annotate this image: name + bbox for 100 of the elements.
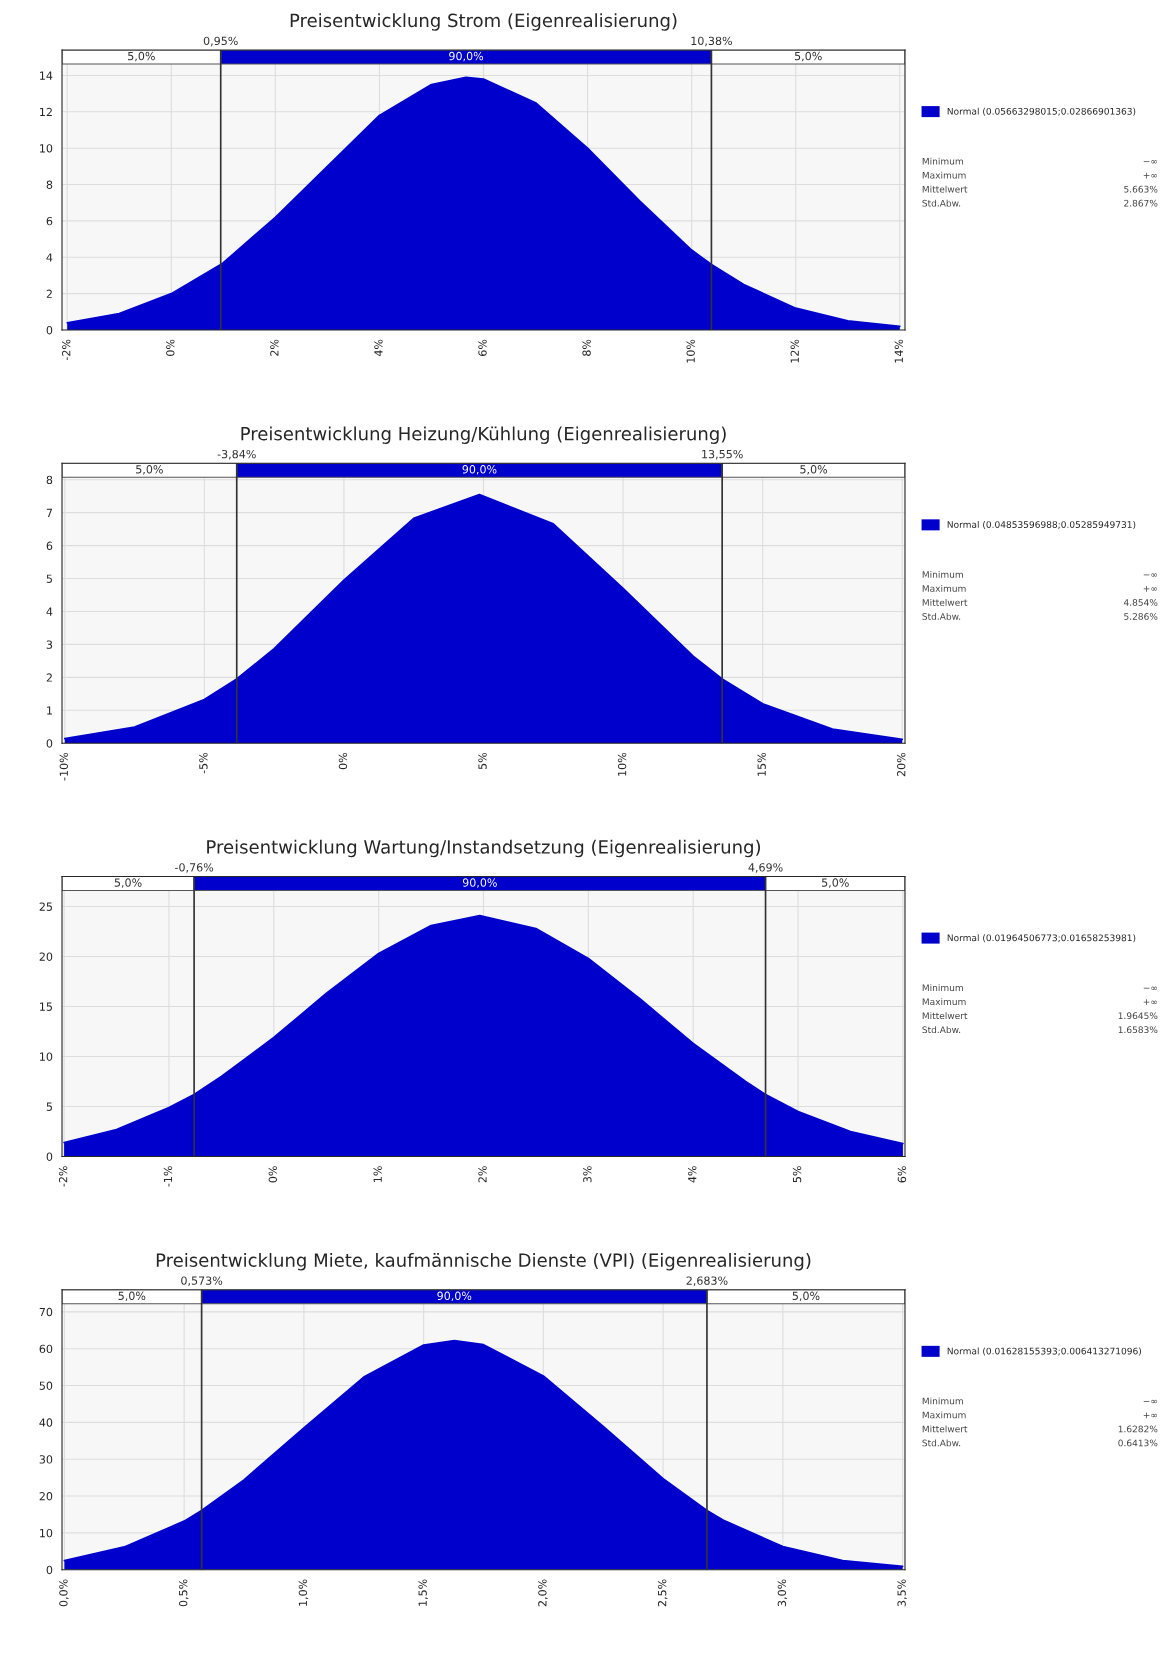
y-tick-label: 8 — [46, 475, 53, 485]
y-tick-label: 0 — [46, 1152, 53, 1161]
ref-line-label: 13,55% — [702, 449, 743, 460]
text: 4.854% — [1123, 599, 1158, 606]
band-label: 90,0% — [437, 1291, 472, 1302]
x-tick-label: 2% — [478, 1166, 487, 1183]
chart-title: Preisentwicklung Wartung/Instandsetzung (Eigenrealisierung) — [207, 839, 761, 858]
legend-label: Normal (0.04853596988;0.05285949731) — [947, 520, 1136, 530]
text: Minimum — [922, 984, 963, 992]
x-tick-label: -5% — [199, 752, 208, 774]
chart-title: Preisentwicklung Miete, kaufmännische Dienste (VPI) (Eigenrealisierung) — [156, 1253, 811, 1271]
x-tick-label: 1% — [373, 1166, 382, 1182]
text: Minimum — [922, 157, 963, 165]
text: Minimum — [922, 1397, 963, 1405]
text: −∞ — [1143, 1399, 1157, 1404]
y-tick-label: 4 — [46, 253, 53, 262]
legend-label: Normal (0.01964506773;0.01658253981) — [947, 934, 1136, 943]
text: Mittelwert — [922, 1425, 968, 1433]
y-tick-label: 6 — [46, 541, 53, 550]
x-tick-label: 12% — [790, 339, 799, 363]
text: −∞ — [1143, 160, 1157, 164]
x-tick-label: 5% — [792, 1166, 802, 1183]
text: Minimum — [922, 570, 963, 578]
y-tick-label: 10 — [40, 1528, 53, 1538]
x-tick-label: -2% — [58, 1166, 68, 1187]
text: 1.6583% — [1118, 1026, 1158, 1034]
x-tick-label: 0% — [166, 339, 175, 356]
y-tick-label: 20 — [39, 952, 53, 961]
x-tick-label: 6% — [897, 1166, 907, 1183]
ref-line-label: 0,573% — [181, 1276, 223, 1286]
x-tick-label: 3,0% — [777, 1579, 788, 1607]
chart-title: Preisentwicklung Strom (Eigenrealisierung) — [290, 13, 677, 31]
y-tick-label: 5 — [46, 574, 52, 583]
x-tick-label: -10% — [59, 752, 69, 781]
y-tick-label: 5 — [46, 1102, 52, 1111]
x-tick-label: 0,5% — [178, 1579, 189, 1607]
y-tick-label: 6 — [46, 216, 53, 226]
x-tick-label: 0,0% — [59, 1579, 69, 1607]
y-tick-label: 0 — [46, 325, 53, 335]
text: +∞ — [1143, 999, 1157, 1005]
y-tick-label: 15 — [40, 1002, 52, 1011]
x-tick-label: 15% — [757, 752, 766, 776]
y-tick-label: 50 — [39, 1381, 53, 1390]
ref-line-label: 10,38% — [691, 36, 732, 47]
y-tick-label: 10 — [40, 1052, 53, 1061]
band-label: 5,0% — [128, 51, 155, 62]
x-tick-label: 10% — [686, 339, 695, 363]
x-tick-label: 2,5% — [657, 1579, 668, 1607]
text: Maximum — [922, 1411, 966, 1419]
text: +∞ — [1143, 1412, 1157, 1419]
text: 5.663% — [1124, 185, 1158, 193]
text: Maximum — [922, 998, 966, 1006]
band-label: 5,0% — [794, 51, 822, 62]
x-tick-label: 0% — [338, 752, 348, 770]
x-tick-label: 2% — [270, 339, 279, 356]
text: 1.6282% — [1118, 1425, 1158, 1433]
x-tick-label: 2,0% — [538, 1579, 548, 1607]
y-tick-label: 12 — [40, 107, 52, 117]
x-tick-label: 4% — [688, 1166, 697, 1183]
y-tick-label: 4 — [46, 607, 53, 616]
text: Std.Abw. — [922, 1439, 961, 1447]
text: Mittelwert — [922, 598, 968, 606]
y-tick-label: 3 — [46, 640, 53, 649]
band-label: 5,0% — [792, 1291, 820, 1302]
text: −∞ — [1143, 986, 1157, 990]
legend-label: Normal (0.01628155393;0.006413271096) — [947, 1347, 1142, 1356]
y-tick-label: 30 — [39, 1455, 53, 1464]
text: 1.9645% — [1118, 1012, 1158, 1020]
y-tick-label: 2 — [46, 289, 52, 298]
x-tick-label: 3,5% — [897, 1579, 907, 1607]
x-tick-label: 5% — [478, 752, 487, 770]
x-tick-label: 1,5% — [418, 1579, 428, 1606]
ref-line-label: 0,95% — [203, 36, 238, 47]
band-label: 90,0% — [462, 878, 497, 888]
band-label: 5,0% — [114, 878, 142, 888]
x-tick-label: 3% — [583, 1166, 592, 1183]
y-tick-label: 1 — [47, 706, 52, 715]
y-tick-label: 25 — [39, 902, 52, 911]
x-tick-label: 0% — [268, 1166, 278, 1183]
text: +∞ — [1143, 586, 1157, 592]
text: Std.Abw. — [922, 612, 961, 620]
ref-line-label: 2,683% — [686, 1276, 728, 1286]
y-tick-label: 0 — [46, 739, 53, 748]
text: Maximum — [922, 171, 966, 179]
text: 2.867% — [1124, 199, 1158, 207]
text: 5.286% — [1124, 613, 1158, 620]
band-label: 90,0% — [449, 51, 484, 62]
text: −∞ — [1143, 573, 1157, 577]
x-tick-label: 14% — [894, 339, 904, 363]
y-tick-label: 70 — [39, 1307, 53, 1317]
band-label: 5,0% — [136, 465, 163, 475]
text: Std.Abw. — [922, 1026, 961, 1034]
ref-line-label: 4,69% — [748, 863, 783, 873]
x-tick-label: 8% — [582, 339, 591, 356]
text: Mittelwert — [922, 1012, 968, 1020]
y-tick-label: 7 — [46, 508, 53, 517]
x-tick-label: 20% — [897, 752, 906, 777]
x-tick-label: -2% — [62, 339, 71, 361]
y-tick-label: 40 — [39, 1418, 53, 1427]
y-tick-label: 14 — [40, 71, 53, 80]
